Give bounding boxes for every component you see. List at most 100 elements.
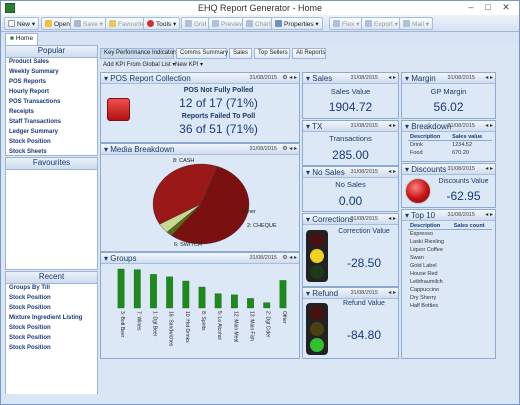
traffic-light-icon (306, 230, 328, 282)
panel-nav-icons[interactable]: ◂ ▸ (485, 166, 493, 172)
table-row[interactable]: Leibfraumilch (410, 279, 443, 285)
tab-top-sellers[interactable]: Top Sellers (254, 48, 290, 59)
open-button[interactable]: Open (41, 17, 74, 30)
panel-nav-icons[interactable]: ◂ ▸ (485, 75, 493, 81)
chart-icon (246, 20, 253, 27)
sales-panel: ▾ Sales 31/08/2015 ◂ ▸ Sales Value 1904.72 (302, 72, 399, 119)
chart-button[interactable]: Chart (242, 17, 275, 30)
table-row[interactable]: Espresso (410, 231, 433, 237)
margin-panel: ▾ Margin 31/08/2015 ◂ ▸ GP Margin 56.02 (401, 72, 496, 119)
sidebar-item-popular[interactable]: Weekly Summary (9, 69, 59, 75)
panel-nav-icons[interactable]: ◂ ▸ (485, 212, 493, 218)
panel-header: ▾ Groups 31/08/2015 ⚙ ◂ ▸ (101, 253, 299, 264)
table-row[interactable]: Liquor Coffee (410, 247, 443, 253)
table-row[interactable]: Swan (410, 255, 424, 261)
sidebar-item-recent[interactable]: Stock Position (9, 335, 51, 341)
new-kpi-dropdown[interactable]: New KPI ▾ (175, 62, 204, 68)
home-icon: ■ (10, 35, 14, 42)
bar (150, 274, 157, 309)
table-row[interactable]: Drink 1234.52 (410, 142, 473, 148)
discounts-panel: ▾ Discounts 31/08/2015 ◂ ▸ Discounts Value… (401, 163, 496, 208)
tab-home[interactable]: ■ Home (5, 33, 39, 45)
flex-icon (333, 20, 340, 27)
tab-comms-summary[interactable]: Comms Summary (176, 48, 228, 59)
pie-label: 6: SWITCH (174, 242, 202, 248)
sidebar-item-popular[interactable]: POS Transactions (9, 99, 61, 105)
bar (182, 280, 190, 309)
new-button[interactable]: New ▾ (4, 17, 40, 30)
media-pie-chart: 8: CASH Other 2: CHEQUE 6: SWITCH (152, 158, 277, 248)
export-button[interactable]: Export ▾ (361, 17, 402, 30)
breakdown-panel: ▾ Breakdown 31/08/2015 ◂ ▸ Description Sale… (401, 120, 496, 162)
panel-nav-icons[interactable]: ◂ ▸ (388, 75, 396, 81)
groups-bar-chart: 3: Bott Beer 7: Wines 1: Dgt Beer 16: Sandw… (117, 268, 287, 347)
table-row[interactable]: Food 670.20 (410, 150, 469, 156)
panel-header: ▾ TX 31/08/2015 ◂ ▸ (303, 121, 398, 132)
breakdown-table: Description Sales value Drink 1234.52 Food… (408, 134, 492, 157)
sidebar-item-popular[interactable]: Staff Transactions (9, 119, 62, 125)
sidebar-item-recent[interactable]: Stock Position (9, 325, 51, 331)
tab-all-reports[interactable]: All Reports (292, 48, 326, 59)
panel-header: ▾ Breakdown 31/08/2015 ◂ ▸ (402, 121, 495, 132)
table-row[interactable]: House Red (410, 271, 438, 277)
bar (279, 280, 287, 309)
save-button[interactable]: Save ▾ (70, 17, 107, 30)
add-kpi-dropdown[interactable]: Add KPI From Global List ▾ (103, 62, 176, 68)
tab-sales[interactable]: Sales (229, 48, 252, 59)
pie-label: Other (242, 209, 256, 215)
popular-title: Popular (6, 46, 97, 58)
sidebar-item-popular[interactable]: Ledger Summary (9, 129, 59, 135)
table-row[interactable]: Cappuccino (410, 287, 440, 293)
table-row[interactable]: Half Bottles (410, 303, 439, 309)
table-row[interactable]: Laski Riesling (410, 239, 444, 245)
toolbar: New ▾ Open Save ▾ Favourite Tools ▾ Grid… (1, 15, 519, 32)
bar-label: 5: Lo Alcohol (216, 311, 222, 340)
panel-nav-icons[interactable]: ◂ ▸ (388, 290, 396, 296)
sidebar-item-recent[interactable]: Stock Position (9, 345, 51, 351)
sidebar-item-recent[interactable]: Mixture Ingredient Listing (9, 315, 83, 321)
sidebar-item-popular[interactable]: Receipts (9, 109, 35, 115)
bar-label: 16: Sandwiches (168, 311, 174, 347)
panel-nav-icons[interactable]: ◂ ▸ (388, 169, 396, 175)
favourites-panel: Favourites (5, 157, 98, 270)
table-row[interactable]: Dry Sherry (410, 295, 437, 301)
properties-button[interactable]: Properties ▾ (271, 17, 323, 30)
star-icon (109, 20, 116, 27)
status-bar (1, 394, 519, 404)
bar-label: 8: Spirits (200, 311, 206, 331)
mail-button[interactable]: Mail ▾ (399, 17, 433, 30)
groups-panel: ▾ Groups 31/08/2015 ⚙ ◂ ▸ 3: Bott Beer 7: W… (100, 252, 300, 359)
panel-nav-icons[interactable]: ◂ ▸ (388, 123, 396, 129)
sidebar-item-recent[interactable]: Stock Position (9, 305, 51, 311)
tab-kpi[interactable]: Key Performance Indicators (100, 48, 178, 59)
sidebar-item-popular[interactable]: Hourly Report (9, 89, 50, 95)
window-title: EHQ Report Generator - Home (197, 3, 323, 13)
grid-button[interactable]: Grid (181, 17, 211, 30)
favourite-button[interactable]: Favourite (105, 17, 150, 30)
bar-label: Other (281, 311, 287, 324)
tools-button[interactable]: Tools ▾ (143, 17, 181, 30)
sidebar-item-recent[interactable]: Groups By Till (9, 285, 50, 291)
maximize-icon[interactable]: □ (485, 2, 491, 12)
sidebar-item-popular[interactable]: POS Reports (9, 79, 47, 85)
panel-nav-icons[interactable]: ⚙ ◂ ▸ (282, 75, 297, 81)
sidebar-item-popular[interactable]: Product Sales (9, 59, 50, 65)
flex-button[interactable]: Flex ▾ (329, 17, 364, 30)
table-row[interactable]: Gold Label (410, 263, 437, 269)
sidebar-item-recent[interactable]: Stock Position (9, 295, 51, 301)
panel-nav-icons[interactable]: ◂ ▸ (388, 216, 396, 222)
close-icon[interactable]: ✕ (502, 2, 510, 12)
panel-nav-icons[interactable]: ⚙ ◂ ▸ (282, 146, 297, 152)
traffic-light-icon (306, 303, 328, 355)
preview-button[interactable]: Preview (208, 17, 249, 30)
top10-table: Description Sales count Espresso Laski Rie… (408, 223, 492, 310)
pie-label: 8: CASH (173, 158, 194, 164)
panel-nav-icons[interactable]: ◂ ▸ (485, 123, 493, 129)
sidebar-item-popular[interactable]: Stock Position (9, 139, 51, 145)
bar (117, 268, 125, 309)
minimize-icon[interactable]: – (468, 2, 474, 12)
app-icon (5, 3, 15, 13)
properties-icon (275, 20, 282, 27)
sidebar-item-popular[interactable]: Stock Sheets (9, 149, 47, 155)
panel-nav-icons[interactable]: ⚙ ◂ ▸ (282, 255, 297, 261)
